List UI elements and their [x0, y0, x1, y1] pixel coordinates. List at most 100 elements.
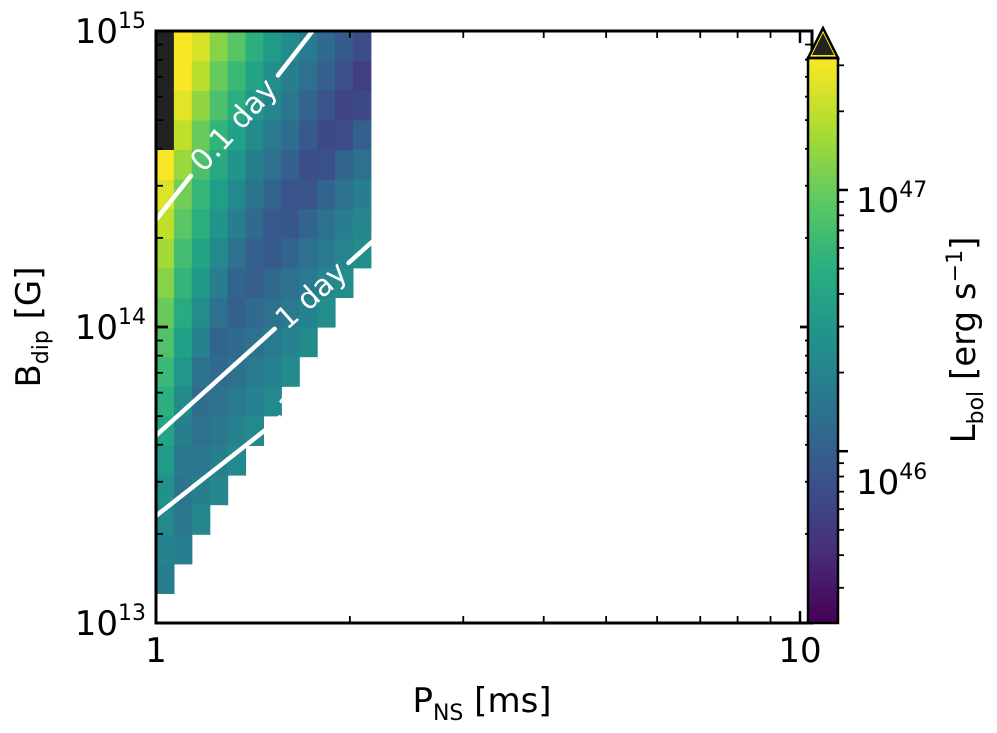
heatmap-cell: [173, 208, 193, 239]
heatmap-cell: [317, 149, 336, 180]
heatmap-cell: [191, 415, 211, 446]
heatmap-cell: [245, 60, 264, 91]
heatmap-cell: [156, 60, 175, 91]
heatmap-cell: [156, 534, 175, 565]
heatmap-cell: [173, 238, 193, 269]
heatmap-cell: [227, 60, 247, 91]
heatmap-cell: [281, 208, 300, 239]
heatmap-cell: [191, 208, 211, 239]
heatmap-cell: [352, 179, 372, 210]
heatmap-cell: [191, 297, 211, 328]
heatmap-cell: [191, 119, 211, 150]
y-axis-label: Bdip [G]: [9, 266, 54, 387]
heatmap-cell: [263, 238, 282, 269]
heatmap-cell: [227, 415, 247, 446]
heatmap-cell: [156, 90, 175, 121]
heatmap-cell: [352, 208, 372, 239]
heatmap-cell: [299, 149, 318, 180]
heatmap-cell: [173, 356, 193, 387]
heatmap-cell: [227, 267, 247, 298]
heatmap-cell: [317, 90, 336, 121]
y-tick-label-1e15: 1015: [75, 9, 146, 52]
heatmap-cell: [317, 31, 336, 62]
heatmap-cell: [245, 267, 264, 298]
heatmap-cell: [191, 327, 211, 358]
heatmap-cell: [191, 356, 211, 387]
heatmap-cell: [335, 149, 354, 180]
heatmap-cell: [281, 90, 300, 121]
heatmap-cell: [191, 267, 211, 298]
colorbar: [808, 58, 838, 623]
heatmap-cell: [245, 179, 264, 210]
heatmap-cell: [317, 179, 336, 210]
y-tick-label-1e13: 1013: [75, 601, 146, 644]
colorbar-frame: [806, 56, 840, 625]
heatmap-cell: [227, 297, 247, 328]
heatmap-cell: [209, 356, 229, 387]
heatmap-cell: [299, 208, 318, 239]
heatmap-cell: [227, 179, 247, 210]
heatmap-cell: [173, 90, 193, 121]
heatmap-cell: [281, 267, 300, 298]
heatmap-cell: [173, 31, 193, 62]
heatmap-cell: [209, 415, 229, 446]
heatmap-cell: [335, 119, 354, 150]
heatmap-cell: [263, 267, 282, 298]
heatmap-cell: [156, 297, 175, 328]
heatmap-cell: [317, 60, 336, 91]
heatmap-cell: [227, 208, 247, 239]
heatmap-cell: [263, 60, 282, 91]
heatmap-cell: [245, 356, 264, 387]
heatmap-cell: [191, 504, 211, 535]
heatmap-cell: [209, 31, 229, 62]
heatmap-cell: [173, 179, 193, 210]
heatmap-cell: [156, 238, 175, 269]
heatmap-cell: [263, 179, 282, 210]
heatmap-cell: [227, 149, 247, 180]
heatmap-cell: [191, 149, 211, 180]
heatmap-cell: [209, 208, 229, 239]
colorbar-tick-label-1e47: 1047: [856, 178, 927, 221]
heatmap-cell: [317, 208, 336, 239]
contour-line: [156, 149, 466, 438]
colorbar-tick-label-1e46: 1046: [856, 460, 927, 503]
heatmap-cell: [245, 208, 264, 239]
heatmap-cell: [245, 31, 264, 62]
heatmap-cell: [156, 563, 175, 594]
heatmap-cell: [173, 327, 193, 358]
heatmap-cell: [299, 238, 318, 269]
heatmap-cell: [156, 119, 175, 150]
heatmap-cell: [173, 445, 193, 476]
heatmap-cell: [209, 386, 229, 417]
x-tick-label-10: 10: [778, 631, 821, 671]
heatmap-cell: [227, 238, 247, 269]
heatmap-cell: [156, 149, 175, 180]
heatmap-cell: [245, 386, 264, 417]
heatmap-cell: [335, 31, 354, 62]
heatmap-cell: [156, 356, 175, 387]
heatmap-cell: [317, 119, 336, 150]
heatmap-cell: [173, 534, 193, 565]
heatmap-cell: [317, 297, 336, 328]
heatmap-cell: [209, 179, 229, 210]
heatmap-cell: [263, 31, 282, 62]
heatmap-cell: [209, 119, 229, 150]
heatmap-cell: [173, 297, 193, 328]
heatmap-cell: [191, 31, 211, 62]
contour-line: [156, 235, 466, 519]
colorbar-label: Lbol [erg s−1]: [943, 237, 989, 444]
heatmap-cell: [352, 31, 372, 62]
heatmap-cell: [352, 90, 372, 121]
heatmap-cell: [299, 90, 318, 121]
heatmap-cell: [156, 267, 175, 298]
heatmap-cell: [263, 297, 282, 328]
heatmap-cell: [299, 60, 318, 91]
heatmap-cell: [299, 179, 318, 210]
heatmap-cell: [281, 179, 300, 210]
heatmap-cell: [209, 267, 229, 298]
heatmap-cell: [299, 297, 318, 328]
heatmap-cell: [299, 327, 318, 358]
heatmap-cell: [227, 445, 247, 476]
x-axis-label: PNS [ms]: [412, 681, 551, 726]
heatmap-cell: [156, 445, 175, 476]
